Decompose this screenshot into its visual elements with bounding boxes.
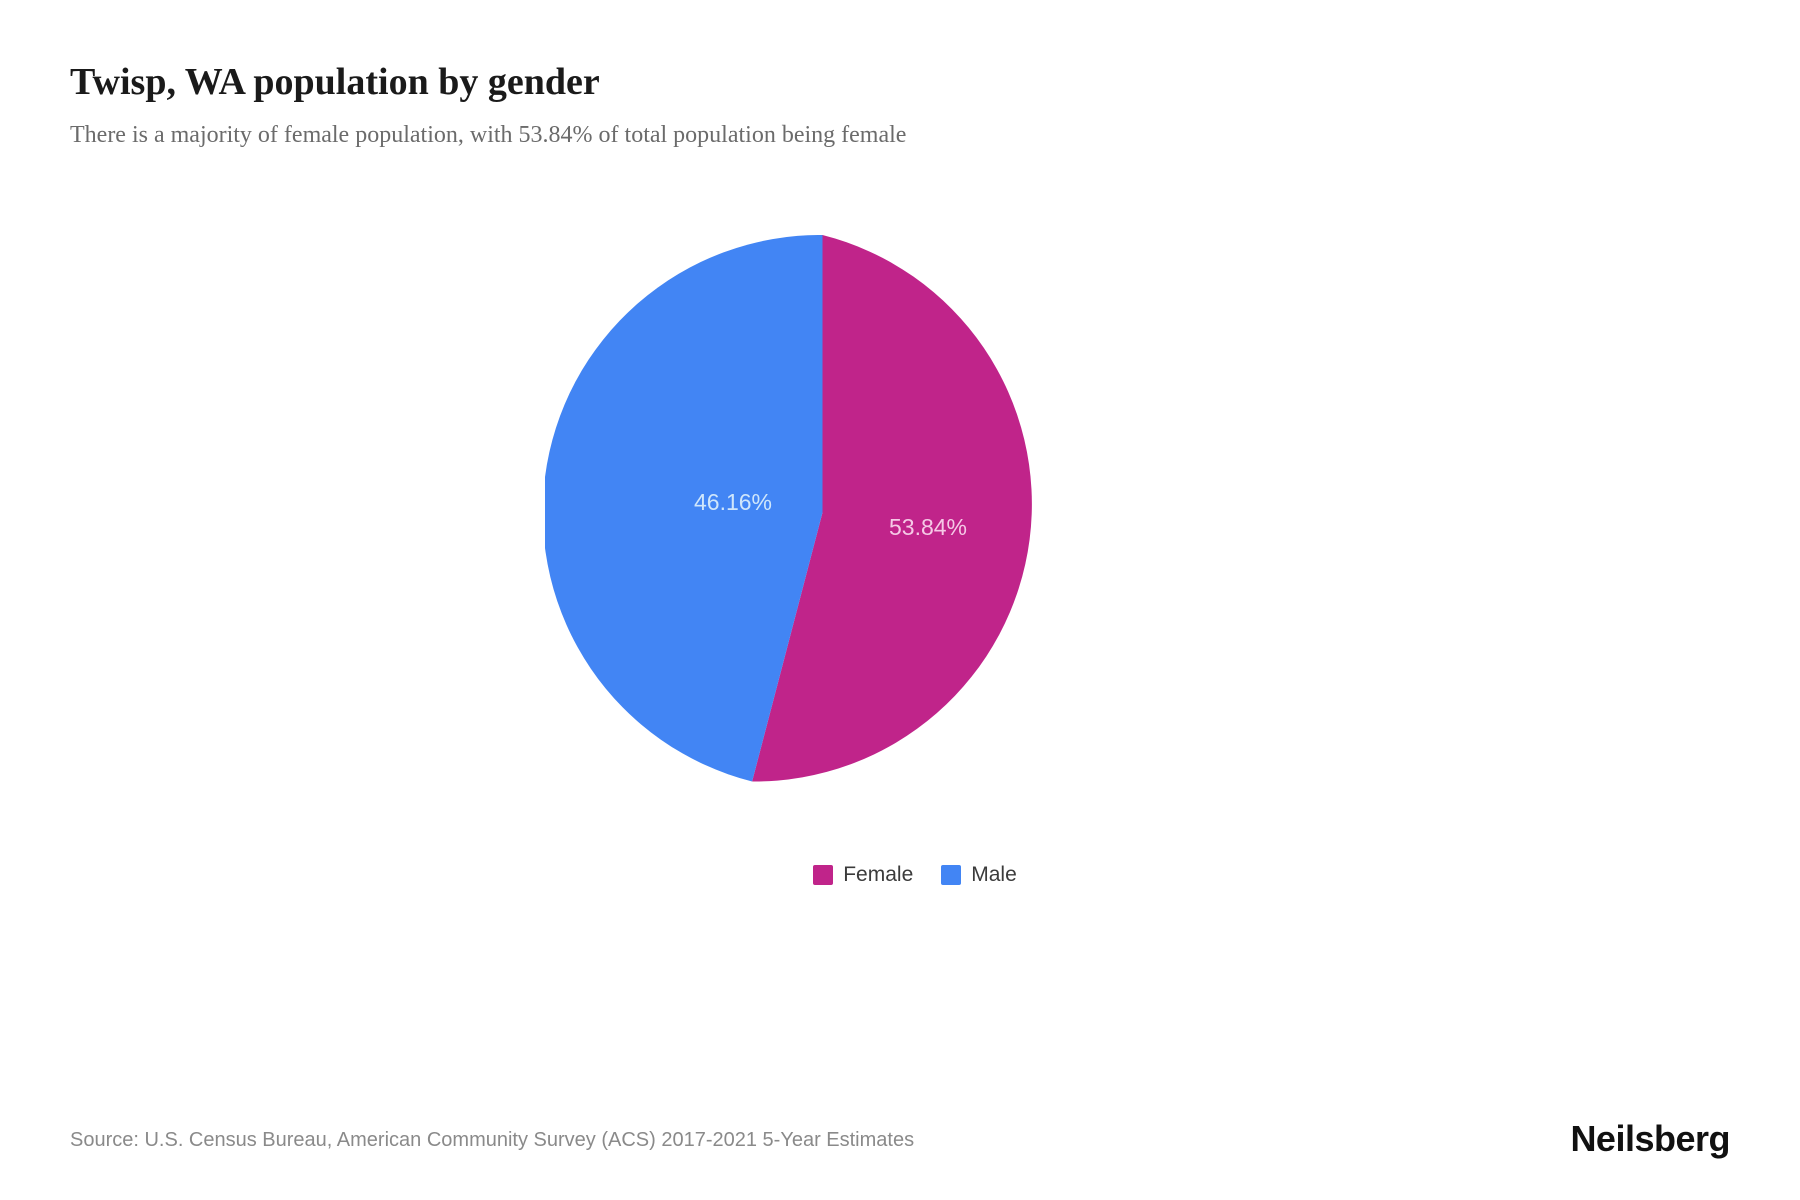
legend: Female Male: [715, 855, 1115, 895]
male-legend-label: Male: [971, 863, 1017, 887]
chart-title: Twisp, WA population by gender: [70, 60, 1730, 106]
legend-item-female[interactable]: Female: [813, 863, 913, 887]
legend-item-male[interactable]: Male: [941, 863, 1017, 887]
female-legend-swatch: [813, 865, 833, 885]
chart-subtitle: There is a majority of female population…: [70, 122, 1730, 149]
pie-chart[interactable]: 53.84% 46.16%: [545, 235, 1100, 790]
female-pct-label: 53.84%: [889, 514, 967, 540]
neilsberg-logo: Neilsberg: [1570, 1118, 1730, 1160]
source-footer: Source: U.S. Census Bureau, American Com…: [70, 1129, 914, 1152]
header-section: Twisp, WA population by gender There is …: [70, 60, 1730, 149]
female-legend-label: Female: [843, 863, 913, 887]
male-pct-label: 46.16%: [694, 489, 772, 515]
male-legend-swatch: [941, 865, 961, 885]
chart-container: Twisp, WA population by gender There is …: [0, 0, 1800, 1200]
pie-svg[interactable]: 53.84% 46.16%: [545, 235, 1100, 790]
